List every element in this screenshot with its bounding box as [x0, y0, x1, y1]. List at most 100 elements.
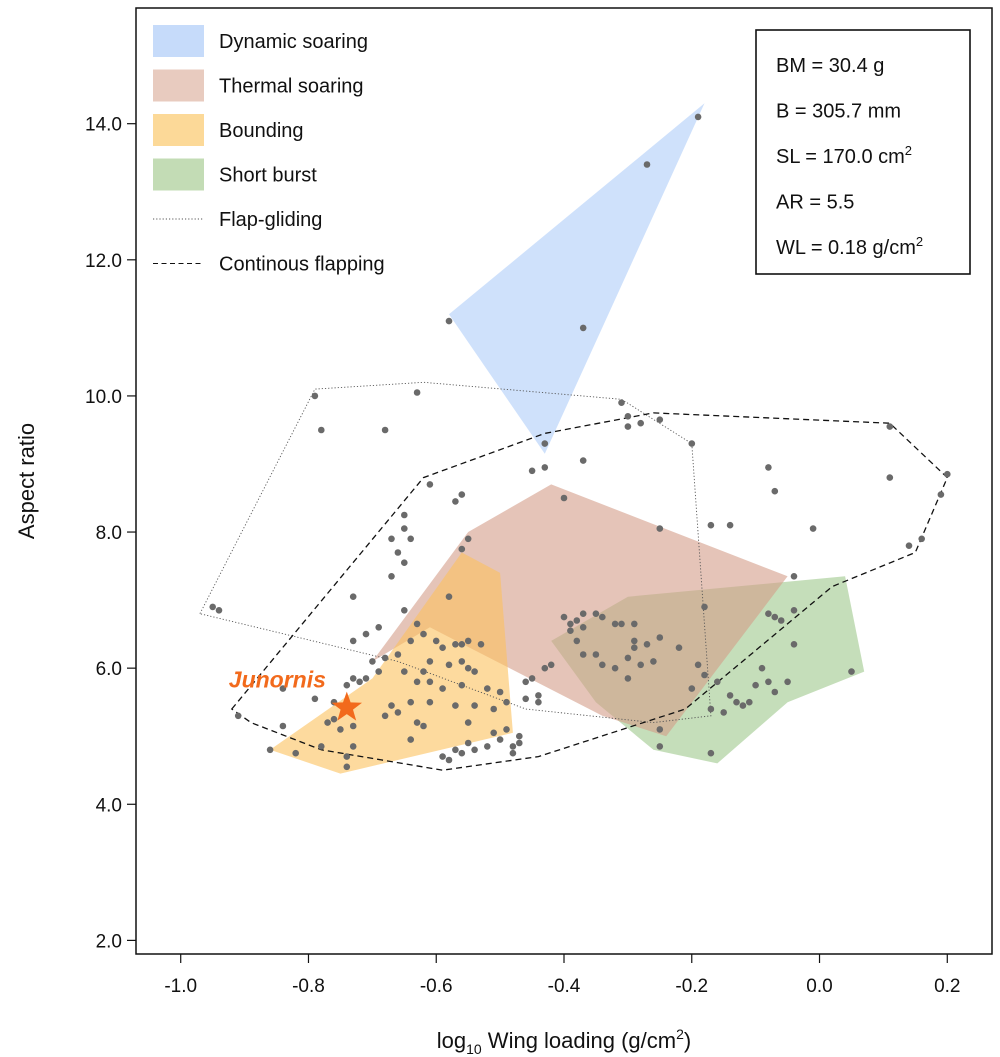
data-point	[401, 559, 408, 566]
data-point	[458, 681, 466, 689]
data-point	[656, 634, 664, 641]
data-point	[471, 746, 478, 754]
data-point	[694, 113, 702, 121]
data-point	[337, 726, 344, 733]
data-point	[343, 753, 351, 760]
data-point	[407, 698, 415, 706]
data-point	[356, 678, 363, 686]
y-axis-title: Aspect ratio	[14, 423, 39, 539]
data-point	[509, 749, 517, 757]
region-dynamic-soaring	[449, 103, 705, 454]
data-point	[656, 743, 664, 750]
junornis-label: Junornis	[229, 667, 326, 693]
data-point	[522, 695, 529, 703]
data-point	[522, 678, 529, 686]
data-point	[401, 607, 408, 614]
x-axis-title-sup: 2	[676, 1026, 684, 1042]
data-point	[490, 705, 498, 713]
data-point	[528, 675, 536, 682]
data-point	[733, 698, 740, 706]
data-point	[777, 617, 785, 624]
data-point	[292, 749, 300, 757]
flight-mode-regions	[270, 103, 865, 774]
info-line: BM = 30.4 g	[776, 55, 884, 77]
data-point	[426, 698, 434, 706]
legend-label: Bounding	[219, 120, 304, 142]
data-point	[452, 702, 459, 709]
data-point	[311, 695, 319, 703]
data-point	[592, 651, 600, 658]
data-point	[432, 637, 440, 645]
data-point	[535, 692, 542, 699]
y-tick-label: 8.0	[96, 523, 122, 544]
data-point	[349, 593, 357, 600]
data-point	[694, 661, 702, 669]
data-point	[784, 678, 791, 686]
data-point	[464, 719, 472, 726]
data-point	[484, 743, 491, 750]
data-point	[765, 464, 772, 471]
data-point	[848, 668, 855, 675]
data-point	[401, 525, 408, 532]
x-tick-label: -0.6	[420, 976, 453, 997]
data-point	[445, 756, 453, 764]
data-point	[381, 712, 389, 720]
legend-swatch	[153, 25, 204, 57]
data-point	[579, 610, 587, 617]
data-point	[388, 535, 395, 543]
data-point	[420, 630, 427, 638]
data-point	[471, 668, 478, 675]
data-point	[375, 668, 383, 675]
data-point	[234, 712, 242, 720]
data-point	[656, 726, 664, 733]
data-point	[771, 688, 779, 696]
data-point	[579, 651, 587, 658]
data-point	[560, 494, 568, 502]
data-point	[726, 692, 734, 699]
info-line-text: B = 305.7 mm	[776, 101, 901, 123]
data-point	[726, 521, 734, 529]
data-point	[401, 511, 408, 519]
data-point	[675, 644, 683, 651]
annotation-layer: Junornis	[229, 667, 362, 721]
data-point	[516, 739, 523, 747]
data-point	[579, 457, 587, 464]
data-point	[503, 726, 510, 733]
data-point	[567, 627, 574, 634]
data-point	[413, 678, 421, 686]
data-point	[790, 641, 798, 648]
data-point	[458, 641, 466, 648]
x-axis-title: log10 Wing loading (g/cm2)	[437, 1026, 691, 1057]
x-tick-label: -0.4	[548, 976, 581, 997]
data-point	[516, 732, 523, 740]
info-box-frame	[755, 29, 971, 275]
data-point	[765, 678, 772, 686]
data-point	[535, 698, 542, 706]
x-tick-label: -0.8	[292, 976, 325, 997]
data-point	[599, 613, 606, 621]
data-point	[324, 719, 331, 726]
info-line-text: AR = 5.5	[776, 192, 854, 214]
data-point	[369, 658, 376, 665]
data-point	[790, 573, 798, 580]
legend: Dynamic soaring Thermal soaring Bounding Sh…	[153, 25, 385, 276]
data-point	[445, 661, 453, 669]
data-point	[573, 637, 581, 645]
info-line-text: WL = 0.18 g/cm	[776, 237, 916, 259]
data-point	[484, 685, 491, 692]
data-point	[618, 620, 625, 628]
data-point	[746, 698, 753, 706]
legend-swatch	[153, 114, 204, 146]
data-point	[631, 620, 638, 628]
data-point	[266, 746, 274, 754]
data-point	[592, 610, 600, 617]
data-point	[318, 743, 325, 750]
data-point	[528, 467, 536, 475]
data-point	[279, 685, 287, 692]
data-point	[579, 324, 587, 332]
data-point	[311, 392, 319, 400]
junornis-star-icon	[331, 691, 362, 721]
data-point	[560, 613, 568, 621]
x-axis-title-sub: 10	[466, 1041, 482, 1057]
x-axis-title-log: log	[437, 1028, 466, 1053]
